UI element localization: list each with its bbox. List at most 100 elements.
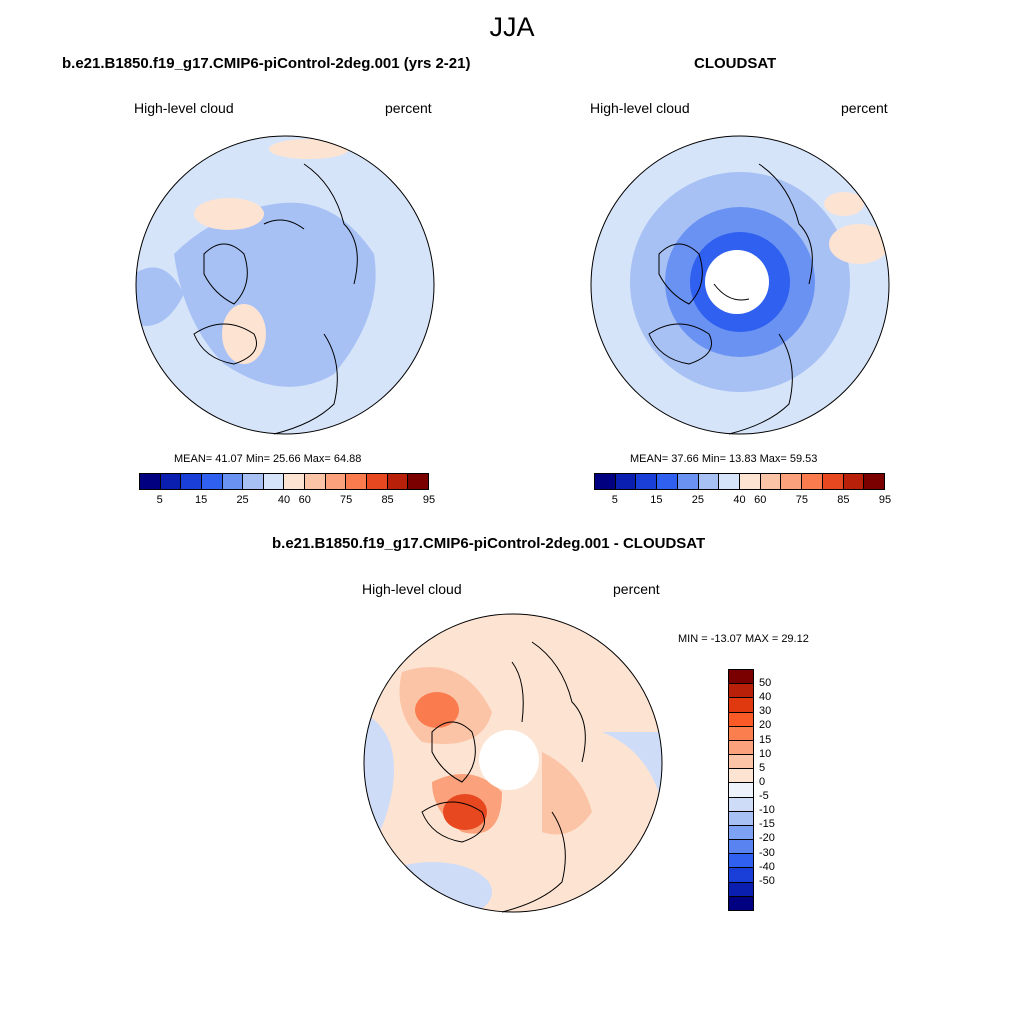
colorbar-tick-label: -15 bbox=[759, 818, 775, 831]
diff-colorbar bbox=[728, 669, 754, 911]
colorbar-swatch bbox=[729, 896, 753, 910]
colorbar-swatch bbox=[729, 684, 753, 699]
colorbar-tick-label: 25 bbox=[236, 494, 249, 506]
colorbar-tick-label: 15 bbox=[650, 494, 663, 506]
colorbar-swatch bbox=[243, 474, 264, 489]
obs-polar-map bbox=[590, 135, 890, 435]
colorbar-swatch bbox=[387, 474, 409, 489]
obs-colorbar bbox=[594, 473, 885, 490]
colorbar-tick-label: -5 bbox=[759, 790, 769, 803]
colorbar-tick-label: 5 bbox=[156, 494, 163, 506]
model-polar-map bbox=[135, 135, 435, 435]
colorbar-swatch bbox=[657, 474, 678, 489]
obs-colorbar-ticks: 5 15 25 40 60 75 85 95 bbox=[594, 494, 891, 508]
colorbar-tick-label: 25 bbox=[691, 494, 705, 506]
colorbar-swatch bbox=[729, 755, 753, 770]
colorbar-swatch bbox=[781, 474, 803, 489]
colorbar-swatch bbox=[305, 474, 326, 489]
colorbar-swatch bbox=[729, 825, 753, 841]
obs-stats: MEAN= 37.66 Min= 13.83 Max= 59.53 bbox=[630, 453, 818, 465]
colorbar-swatch bbox=[729, 740, 753, 756]
colorbar-swatch bbox=[160, 474, 182, 489]
colorbar-swatch bbox=[729, 783, 753, 798]
colorbar-tick-label: 95 bbox=[422, 494, 436, 506]
colorbar-tick-label: -40 bbox=[759, 860, 775, 873]
colorbar-swatch bbox=[284, 474, 306, 489]
diff-map-border bbox=[363, 613, 663, 913]
diff-stats: MIN = -13.07 MAX = 29.12 bbox=[678, 633, 809, 645]
colorbar-swatch bbox=[367, 474, 388, 489]
diff-panel-title: b.e21.B1850.f19_g17.CMIP6-piControl-2deg… bbox=[272, 535, 706, 552]
obs-map-border bbox=[590, 135, 890, 435]
colorbar-tick-label: 75 bbox=[340, 494, 353, 506]
diff-units-label: percent bbox=[613, 581, 660, 597]
model-units-label: percent bbox=[385, 100, 432, 116]
colorbar-tick-label: 5 bbox=[759, 761, 766, 774]
diff-variable-label: High-level cloud bbox=[362, 581, 462, 597]
colorbar-swatch bbox=[729, 769, 753, 784]
model-stats: MEAN= 41.07 Min= 25.66 Max= 64.88 bbox=[174, 453, 362, 465]
diff-colorbar-ticks: 50 40 30 20 15 10 5 0 -5 -10 -15 -20 -30 -40 -50 bbox=[759, 669, 799, 909]
colorbar-tick-label: -10 bbox=[759, 804, 775, 817]
colorbar-swatch bbox=[760, 474, 782, 489]
obs-missing-polar-cap bbox=[705, 250, 769, 314]
obs-panel-title: CLOUDSAT bbox=[694, 55, 777, 72]
colorbar-swatch bbox=[843, 474, 865, 489]
colorbar-swatch bbox=[222, 474, 244, 489]
model-variable-label: High-level cloud bbox=[134, 100, 234, 116]
colorbar-tick-label: 15 bbox=[759, 733, 772, 746]
colorbar-swatch bbox=[729, 882, 753, 897]
colorbar-swatch bbox=[201, 474, 223, 489]
colorbar-swatch bbox=[740, 474, 761, 489]
colorbar-swatch bbox=[729, 811, 753, 826]
model-coastlines bbox=[193, 163, 358, 435]
colorbar-tick-label: 40 bbox=[759, 691, 772, 704]
colorbar-tick-label: -50 bbox=[759, 874, 775, 887]
colorbar-swatch bbox=[408, 474, 428, 489]
diff-coastlines bbox=[421, 641, 586, 913]
colorbar-swatch bbox=[864, 474, 885, 489]
model-map-border bbox=[135, 135, 435, 435]
colorbar-swatch bbox=[346, 474, 368, 489]
colorbar-tick-label: 20 bbox=[759, 719, 772, 732]
model-colorbar-ticks: 5 15 25 40 60 75 85 95 bbox=[139, 494, 435, 508]
colorbar-swatch bbox=[729, 712, 753, 727]
colorbar-tick-label: 30 bbox=[759, 705, 772, 718]
colorbar-swatch bbox=[802, 474, 823, 489]
colorbar-tick-label: 85 bbox=[381, 494, 394, 506]
colorbar-swatch bbox=[325, 474, 347, 489]
colorbar-tick-label: 40 bbox=[733, 494, 746, 506]
colorbar-swatch bbox=[698, 474, 720, 489]
colorbar-swatch bbox=[729, 840, 753, 855]
colorbar-swatch bbox=[719, 474, 741, 489]
colorbar-swatch bbox=[181, 474, 202, 489]
colorbar-tick-label: 60 bbox=[298, 494, 311, 506]
colorbar-swatch bbox=[729, 797, 753, 812]
colorbar-swatch bbox=[729, 670, 753, 685]
obs-variable-label: High-level cloud bbox=[590, 100, 690, 116]
model-panel-title: b.e21.B1850.f19_g17.CMIP6-piControl-2deg… bbox=[62, 55, 471, 72]
colorbar-swatch bbox=[822, 474, 844, 489]
model-colorbar bbox=[139, 473, 429, 490]
obs-units-label: percent bbox=[841, 100, 888, 116]
colorbar-swatch bbox=[140, 474, 161, 489]
colorbar-tick-label: 40 bbox=[277, 494, 291, 506]
season-title: JJA bbox=[489, 12, 535, 42]
colorbar-swatch bbox=[615, 474, 637, 489]
colorbar-tick-label: 15 bbox=[195, 494, 208, 506]
colorbar-tick-label: 5 bbox=[611, 494, 618, 506]
colorbar-swatch bbox=[729, 726, 753, 741]
colorbar-tick-label: 50 bbox=[759, 677, 772, 690]
colorbar-tick-label: -20 bbox=[759, 832, 775, 845]
colorbar-swatch bbox=[729, 854, 753, 869]
obs-coastlines bbox=[648, 163, 813, 435]
colorbar-tick-label: 60 bbox=[754, 494, 767, 506]
colorbar-swatch bbox=[263, 474, 285, 489]
colorbar-tick-label: 85 bbox=[837, 494, 850, 506]
colorbar-swatch bbox=[677, 474, 699, 489]
colorbar-tick-label: 95 bbox=[878, 494, 892, 506]
colorbar-tick-label: -30 bbox=[759, 846, 775, 859]
colorbar-swatch bbox=[636, 474, 658, 489]
colorbar-swatch bbox=[729, 698, 753, 713]
colorbar-swatch bbox=[729, 868, 753, 883]
